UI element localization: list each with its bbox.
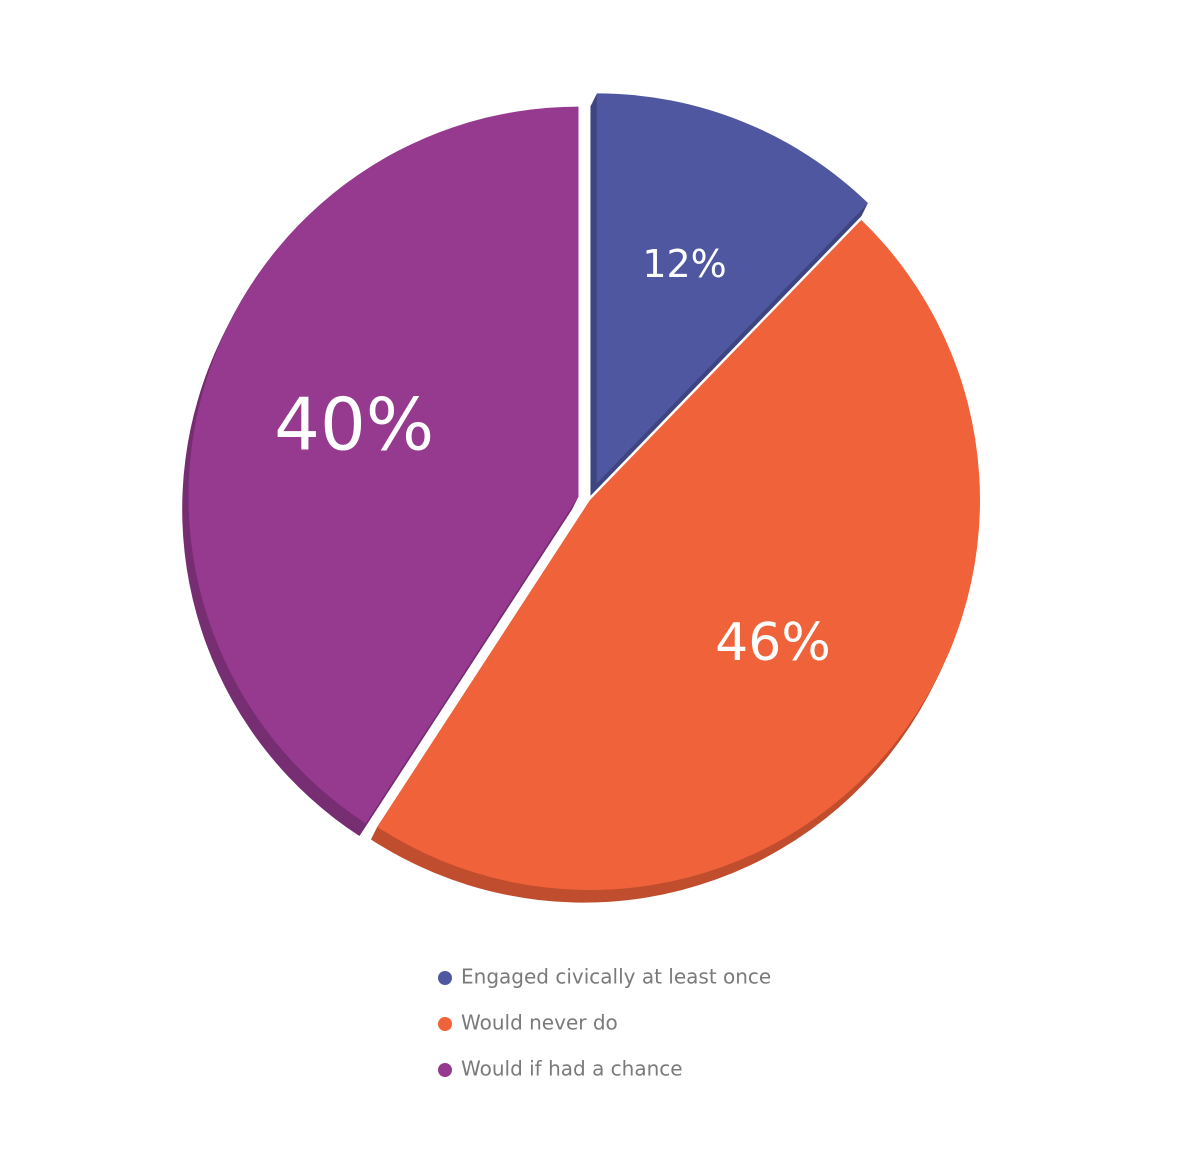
pie-slice <box>377 219 981 891</box>
legend-label: Would never do <box>461 1011 618 1035</box>
data-label: 40% <box>274 383 434 467</box>
legend-label: Would if had a chance <box>461 1057 683 1081</box>
legend-swatch <box>438 971 452 985</box>
legend-label: Engaged civically at least once <box>461 965 771 989</box>
data-label: 46% <box>715 613 831 673</box>
data-label: 12% <box>642 242 726 286</box>
legend-swatch <box>438 1063 452 1077</box>
legend-swatch <box>438 1017 452 1031</box>
pie-slice <box>596 93 869 484</box>
pie-slice <box>188 106 579 824</box>
